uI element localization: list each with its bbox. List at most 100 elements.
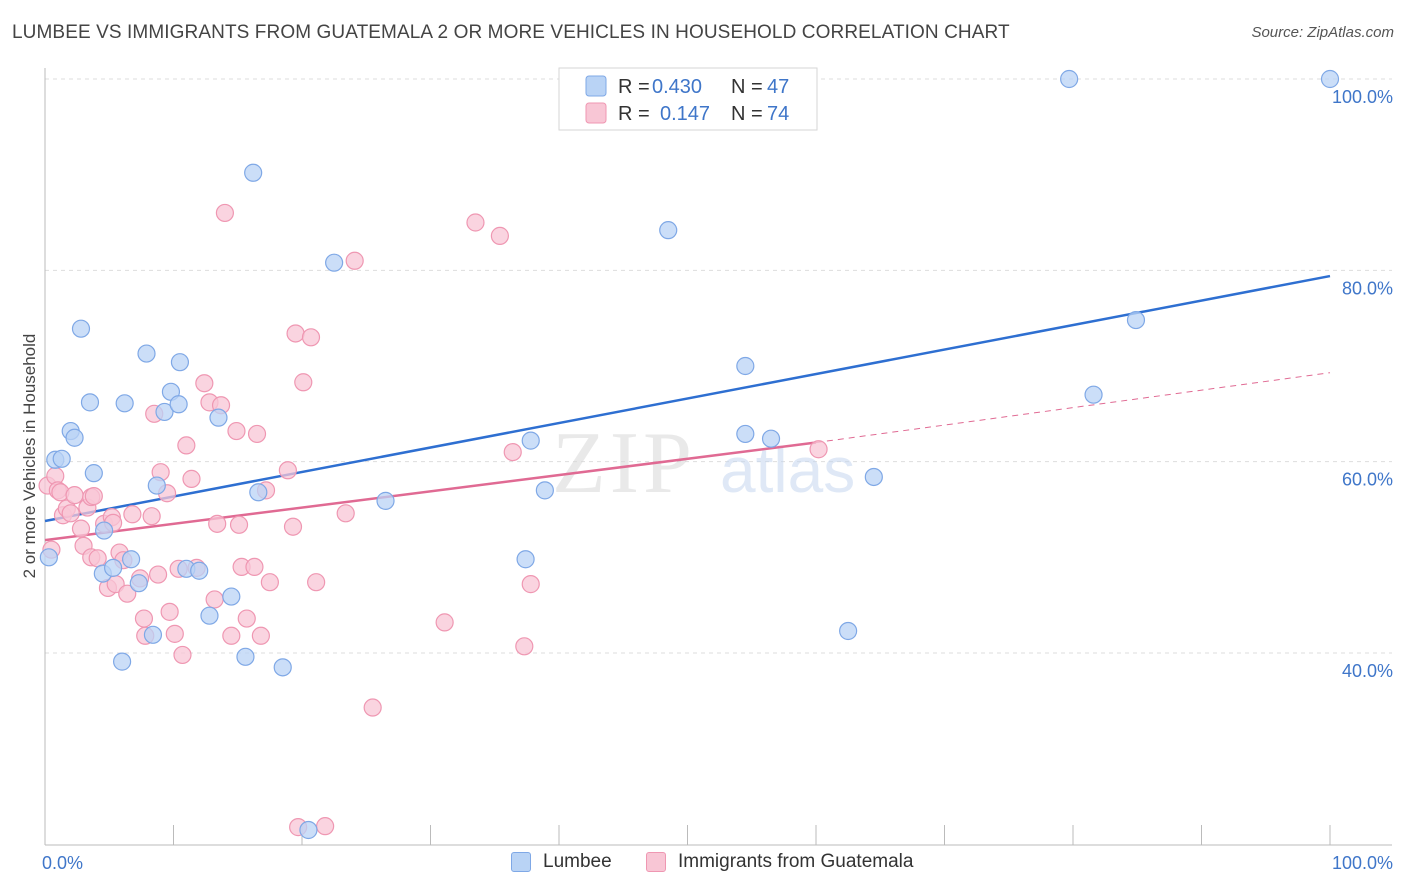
- point-lumbee: [1320, 69, 1340, 89]
- point-guatemala: [177, 436, 196, 455]
- y-axis-label: 2 or more Vehicles in Household: [20, 334, 39, 579]
- point-lumbee: [299, 820, 318, 840]
- point-lumbee: [169, 395, 188, 414]
- bottom-legend: Lumbee Immigrants from Guatemala: [0, 851, 1406, 881]
- point-lumbee: [864, 467, 883, 487]
- point-guatemala: [227, 421, 246, 441]
- legend-r-label-guatemala: R =: [618, 103, 650, 125]
- point-lumbee: [659, 221, 678, 240]
- point-guatemala: [363, 698, 382, 717]
- point-guatemala: [278, 461, 297, 480]
- bottom-legend-swatch-guatemala: [646, 852, 666, 872]
- point-lumbee: [170, 353, 190, 372]
- point-lumbee: [65, 428, 84, 447]
- gridlines: [45, 78, 1392, 654]
- point-guatemala: [466, 213, 485, 232]
- point-guatemala: [229, 515, 249, 534]
- bottom-legend-lumbee: Lumbee: [511, 851, 612, 873]
- point-guatemala: [286, 324, 305, 343]
- bottom-legend-swatch-lumbee: [511, 852, 531, 872]
- point-guatemala: [247, 424, 267, 444]
- point-guatemala: [294, 373, 313, 392]
- point-lumbee: [190, 561, 209, 580]
- legend-r-value-guatemala: 0.147: [660, 103, 710, 125]
- bottom-legend-label-guatemala: Immigrants from Guatemala: [678, 851, 914, 872]
- y-tick-label: 60.0%: [1342, 470, 1393, 490]
- watermark-zip: ZIP: [552, 415, 696, 512]
- legend-n-value-guatemala: 74: [767, 103, 789, 125]
- point-lumbee: [1084, 385, 1103, 404]
- point-lumbee: [222, 587, 241, 606]
- point-lumbee: [273, 658, 292, 677]
- point-lumbee: [104, 558, 123, 577]
- legend-box: R = 0.430 N = 47 R = 0.147 N = 74: [558, 67, 818, 131]
- y-tick-label: 100.0%: [1332, 87, 1393, 107]
- point-lumbee: [535, 481, 554, 500]
- point-guatemala: [345, 251, 364, 270]
- point-lumbee: [839, 621, 858, 641]
- point-lumbee: [39, 548, 58, 567]
- point-guatemala: [307, 573, 326, 592]
- y-tick-label: 40.0%: [1342, 661, 1393, 681]
- point-lumbee: [80, 393, 100, 412]
- point-guatemala: [61, 504, 80, 523]
- point-guatemala: [205, 590, 224, 609]
- point-guatemala: [260, 573, 279, 592]
- point-guatemala: [245, 557, 264, 577]
- point-lumbee: [112, 652, 132, 671]
- point-guatemala: [222, 626, 241, 645]
- point-guatemala: [490, 226, 509, 245]
- point-lumbee: [137, 344, 156, 363]
- point-lumbee: [236, 647, 255, 666]
- point-lumbee: [516, 550, 535, 569]
- axes: [44, 68, 1392, 846]
- point-guatemala: [809, 440, 828, 459]
- point-guatemala: [301, 328, 321, 347]
- point-guatemala: [521, 575, 540, 594]
- trend-line-guatemala: [44, 441, 817, 542]
- point-lumbee: [121, 550, 141, 569]
- point-lumbee: [71, 319, 91, 338]
- point-guatemala: [134, 609, 154, 628]
- point-lumbee: [200, 606, 219, 625]
- watermark-atlas: atlas: [720, 434, 855, 506]
- point-guatemala: [237, 609, 256, 628]
- point-guatemala: [123, 505, 142, 524]
- point-lumbee: [115, 394, 134, 413]
- point-lumbee: [95, 521, 114, 540]
- point-guatemala: [118, 584, 137, 603]
- point-guatemala: [71, 519, 91, 538]
- y-tick-labels: 40.0% 60.0% 80.0% 100.0%: [1332, 87, 1393, 681]
- point-guatemala: [173, 645, 192, 665]
- point-guatemala: [251, 626, 270, 645]
- point-lumbee: [1126, 310, 1146, 330]
- point-lumbee: [143, 625, 163, 644]
- legend-r-label-lumbee: R =: [618, 76, 650, 98]
- points-guatemala: [38, 203, 828, 837]
- point-lumbee: [209, 408, 228, 427]
- point-lumbee: [736, 356, 755, 376]
- point-guatemala: [215, 203, 234, 223]
- bottom-legend-label-lumbee: Lumbee: [543, 851, 612, 872]
- bottom-legend-guatemala: Immigrants from Guatemala: [646, 851, 913, 873]
- legend-swatch-guatemala: [585, 102, 607, 124]
- point-lumbee: [376, 491, 395, 510]
- point-lumbee: [155, 402, 174, 422]
- point-guatemala: [84, 487, 103, 506]
- legend-r-value-lumbee: 0.430: [652, 76, 702, 98]
- point-guatemala: [208, 514, 227, 533]
- point-lumbee: [129, 574, 148, 593]
- point-guatemala: [503, 443, 522, 462]
- point-lumbee: [325, 253, 344, 272]
- legend-n-value-lumbee: 47: [767, 76, 789, 98]
- point-guatemala: [336, 504, 355, 523]
- point-lumbee: [521, 431, 540, 450]
- trend-lines: [44, 274, 1331, 542]
- point-guatemala: [515, 637, 534, 656]
- trend-line-guatemala-extension: [815, 372, 1331, 444]
- point-guatemala: [88, 549, 107, 568]
- x-tick-label: 0.0%: [42, 853, 83, 873]
- point-lumbee: [761, 429, 781, 448]
- point-lumbee: [249, 483, 268, 502]
